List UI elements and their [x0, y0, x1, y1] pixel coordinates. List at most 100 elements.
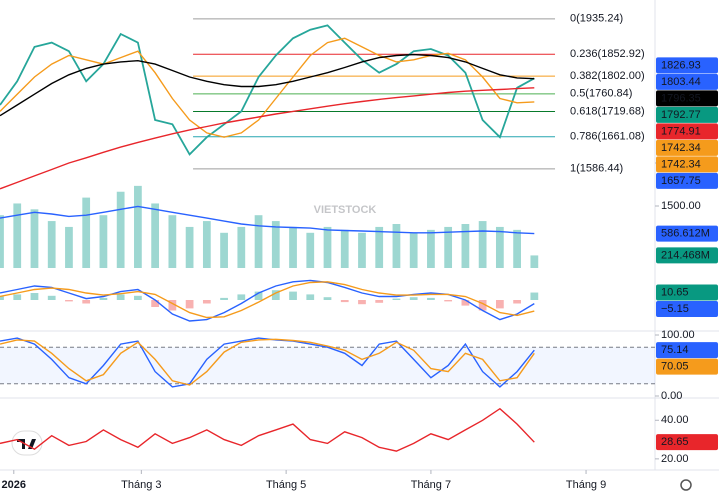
x-tick-label: 2026: [2, 479, 26, 491]
bar: [82, 300, 91, 304]
series-line: [0, 338, 535, 386]
x-tick-label: Tháng 3: [121, 479, 161, 491]
bar: [392, 224, 401, 268]
x-tick-label: Tháng 5: [266, 479, 306, 491]
bar: [513, 300, 521, 304]
bar: [409, 297, 418, 300]
bar: [168, 215, 177, 268]
bar: [65, 300, 73, 302]
bar: [220, 297, 228, 300]
bar: [134, 185, 142, 268]
price-tag: [656, 301, 718, 318]
settings-icon[interactable]: [680, 479, 692, 491]
x-tick-label: Tháng 9: [566, 479, 606, 491]
price-tag: [656, 342, 718, 359]
price-tag: [656, 57, 718, 74]
bar: [392, 298, 401, 300]
price-tag: [656, 156, 718, 173]
price-tag: [656, 284, 718, 301]
y-tick-label: 20.00: [661, 453, 689, 465]
tv-logo: [11, 430, 43, 456]
fib-label: 0.618(1719.68): [570, 105, 645, 117]
bar: [427, 297, 435, 300]
bar: [444, 300, 453, 302]
bar: [461, 300, 470, 306]
fib-label: 0.786(1661.08): [570, 131, 645, 143]
price-tag-label: 70.05: [661, 361, 689, 373]
series-line: [0, 53, 535, 117]
bar: [409, 232, 418, 268]
bar: [271, 221, 280, 268]
price-tag-label: 214.468M: [661, 249, 710, 261]
bar: [358, 300, 366, 305]
bar: [289, 291, 297, 300]
price-tag-label: 1803.44: [661, 76, 701, 88]
fib-label: 0.382(1802.00): [570, 70, 645, 82]
bar: [513, 229, 521, 268]
bar: [237, 294, 246, 300]
y-tick-label: 0.00: [661, 390, 682, 402]
bar: [185, 226, 194, 268]
bar: [202, 300, 211, 304]
bar: [151, 203, 160, 268]
bar: [478, 221, 487, 268]
bar: [47, 295, 56, 300]
y-tick-label: 100.00: [661, 329, 695, 341]
series-line: [0, 407, 535, 452]
bar: [478, 300, 487, 311]
bar: [530, 255, 539, 268]
bar: [323, 297, 332, 300]
price-tag-label: 1826.93: [661, 59, 701, 71]
bar: [271, 290, 280, 300]
price-tag: [656, 434, 718, 451]
y-tick-label: 1500.00: [661, 200, 701, 212]
price-tag: [656, 90, 718, 107]
bar: [0, 215, 4, 268]
price-tag: [656, 139, 718, 156]
bar: [530, 292, 539, 300]
price-tag-label: 1792.77: [661, 109, 701, 121]
bar: [82, 197, 91, 268]
bar: [13, 203, 22, 268]
bar: [65, 226, 73, 268]
bar: [185, 300, 194, 309]
bar: [202, 221, 211, 268]
price-tag: [656, 358, 718, 375]
series-line: [0, 281, 535, 319]
series-line: [0, 205, 535, 235]
band-fill: [0, 347, 655, 384]
price-tag-label: 1742.34: [661, 142, 701, 154]
price-tag-label: 1774.91: [661, 125, 701, 137]
series-line: [0, 37, 535, 138]
bar: [47, 221, 56, 268]
price-tag: [656, 123, 718, 140]
price-tag-label: 586.612M: [661, 227, 710, 239]
price-tag-label: 1796.35: [661, 92, 701, 104]
bar: [116, 191, 125, 268]
bar: [220, 232, 228, 268]
bar: [444, 226, 453, 268]
price-tag: [656, 247, 718, 264]
bar: [0, 296, 4, 300]
bar: [151, 300, 160, 307]
bar: [13, 294, 22, 300]
fib-label: 1(1586.44): [570, 163, 623, 175]
bar: [306, 294, 315, 300]
bar: [358, 232, 366, 268]
fib-label: 0.236(1852.92): [570, 48, 645, 60]
bar: [427, 229, 435, 268]
fib-label: 0.5(1760.84): [570, 88, 632, 100]
bar: [30, 293, 39, 300]
bar: [237, 226, 246, 268]
price-tag: [656, 73, 718, 90]
bar: [30, 209, 39, 268]
price-tag: [656, 225, 718, 242]
bar: [495, 226, 504, 268]
bar: [340, 300, 349, 303]
bar: [323, 226, 332, 268]
bar: [99, 297, 108, 300]
series-line: [0, 24, 535, 156]
y-tick-label: 40.00: [661, 414, 689, 426]
